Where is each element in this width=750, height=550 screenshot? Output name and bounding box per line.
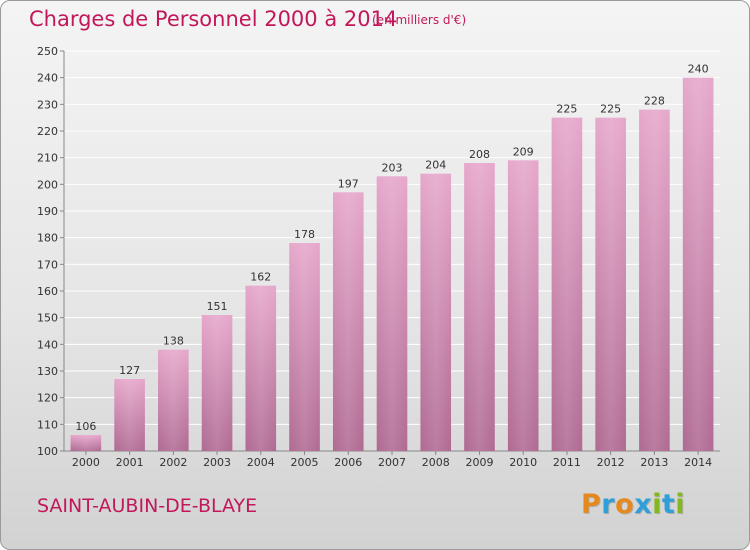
bar-highlight	[595, 117, 626, 452]
bar-highlight	[201, 315, 233, 451]
bar-highlight	[245, 285, 277, 451]
data-label: 151	[207, 300, 228, 313]
x-tick-label: 2014	[684, 456, 712, 469]
y-tick-label: 230	[37, 98, 58, 111]
y-tick-label: 150	[37, 312, 58, 325]
bar-highlight	[682, 77, 714, 452]
x-tick-label: 2005	[291, 456, 319, 469]
data-label: 106	[75, 420, 96, 433]
x-tick-label: 2003	[203, 456, 231, 469]
logo-letter: r	[601, 489, 616, 520]
data-label: 197	[338, 177, 359, 190]
y-tick-label: 180	[37, 232, 58, 245]
y-tick-label: 100	[37, 445, 58, 458]
x-tick-label: 2001	[116, 456, 144, 469]
data-label: 204	[425, 159, 446, 172]
chart-title: Charges de Personnel 2000 à 2014	[29, 7, 398, 31]
bar-highlight	[114, 379, 145, 451]
y-tick-label: 190	[37, 205, 58, 218]
bar-highlight	[551, 117, 583, 452]
proxiti-logo: Proxiti	[581, 489, 685, 520]
bar-highlight	[70, 435, 102, 451]
bar-highlight	[639, 109, 670, 452]
y-tick-label: 110	[37, 418, 58, 431]
data-label: 162	[250, 271, 271, 284]
x-tick-label: 2011	[553, 456, 581, 469]
bar-highlight	[376, 176, 408, 452]
x-tick-label: 2010	[509, 456, 537, 469]
logo-letter: o	[615, 489, 635, 520]
bar-highlight	[464, 163, 495, 451]
y-tick-label: 130	[37, 365, 58, 378]
x-tick-label: 2007	[378, 456, 406, 469]
x-tick-label: 2006	[334, 456, 362, 469]
x-tick-label: 2012	[597, 456, 625, 469]
logo-letter: P	[581, 489, 602, 520]
data-label: 225	[556, 103, 577, 116]
logo-letter: t	[661, 489, 676, 520]
y-tick-label: 240	[37, 72, 58, 85]
y-tick-label: 210	[37, 152, 58, 165]
x-tick-label: 2008	[422, 456, 450, 469]
chart-subtitle: (en milliers d'€)	[372, 13, 467, 27]
bar-highlight	[289, 243, 320, 451]
y-tick-label: 200	[37, 178, 58, 191]
tick-labels: 100 110 120 130 140 150 160 170 180 190 200 210 220 2…	[37, 45, 712, 469]
data-label: 127	[119, 364, 140, 377]
data-label: 178	[294, 228, 315, 241]
logo-letter: i	[652, 489, 662, 520]
data-label: 138	[163, 335, 184, 348]
logo-letter: i	[675, 489, 686, 520]
data-label: 203	[382, 161, 403, 174]
y-tick-label: 250	[37, 45, 58, 58]
x-tick-label: 2004	[247, 456, 275, 469]
y-tick-label: 220	[37, 125, 58, 138]
data-label: 208	[469, 148, 490, 161]
x-tick-label: 2013	[640, 456, 668, 469]
bar-highlight	[158, 349, 189, 451]
x-tick-label: 2002	[159, 456, 187, 469]
data-label: 225	[600, 103, 621, 116]
bar-highlight	[420, 173, 452, 451]
y-tick-label: 140	[37, 338, 58, 351]
bar-highlight	[507, 160, 539, 452]
logo-letter: x	[634, 489, 653, 520]
bars	[70, 77, 714, 452]
y-tick-label: 120	[37, 392, 58, 405]
x-tick-label: 2000	[72, 456, 100, 469]
y-tick-label: 160	[37, 285, 58, 298]
commune-name: SAINT-AUBIN-DE-BLAYE	[37, 495, 258, 517]
bar-highlight	[332, 192, 364, 452]
data-label: 209	[513, 145, 534, 158]
data-labels: 106 127 138 151 162 178 197 203 204 208 209 225 225 2…	[75, 63, 708, 433]
data-label: 228	[644, 95, 665, 108]
data-label: 240	[688, 63, 709, 76]
y-tick-label: 170	[37, 258, 58, 271]
x-tick-label: 2009	[465, 456, 493, 469]
